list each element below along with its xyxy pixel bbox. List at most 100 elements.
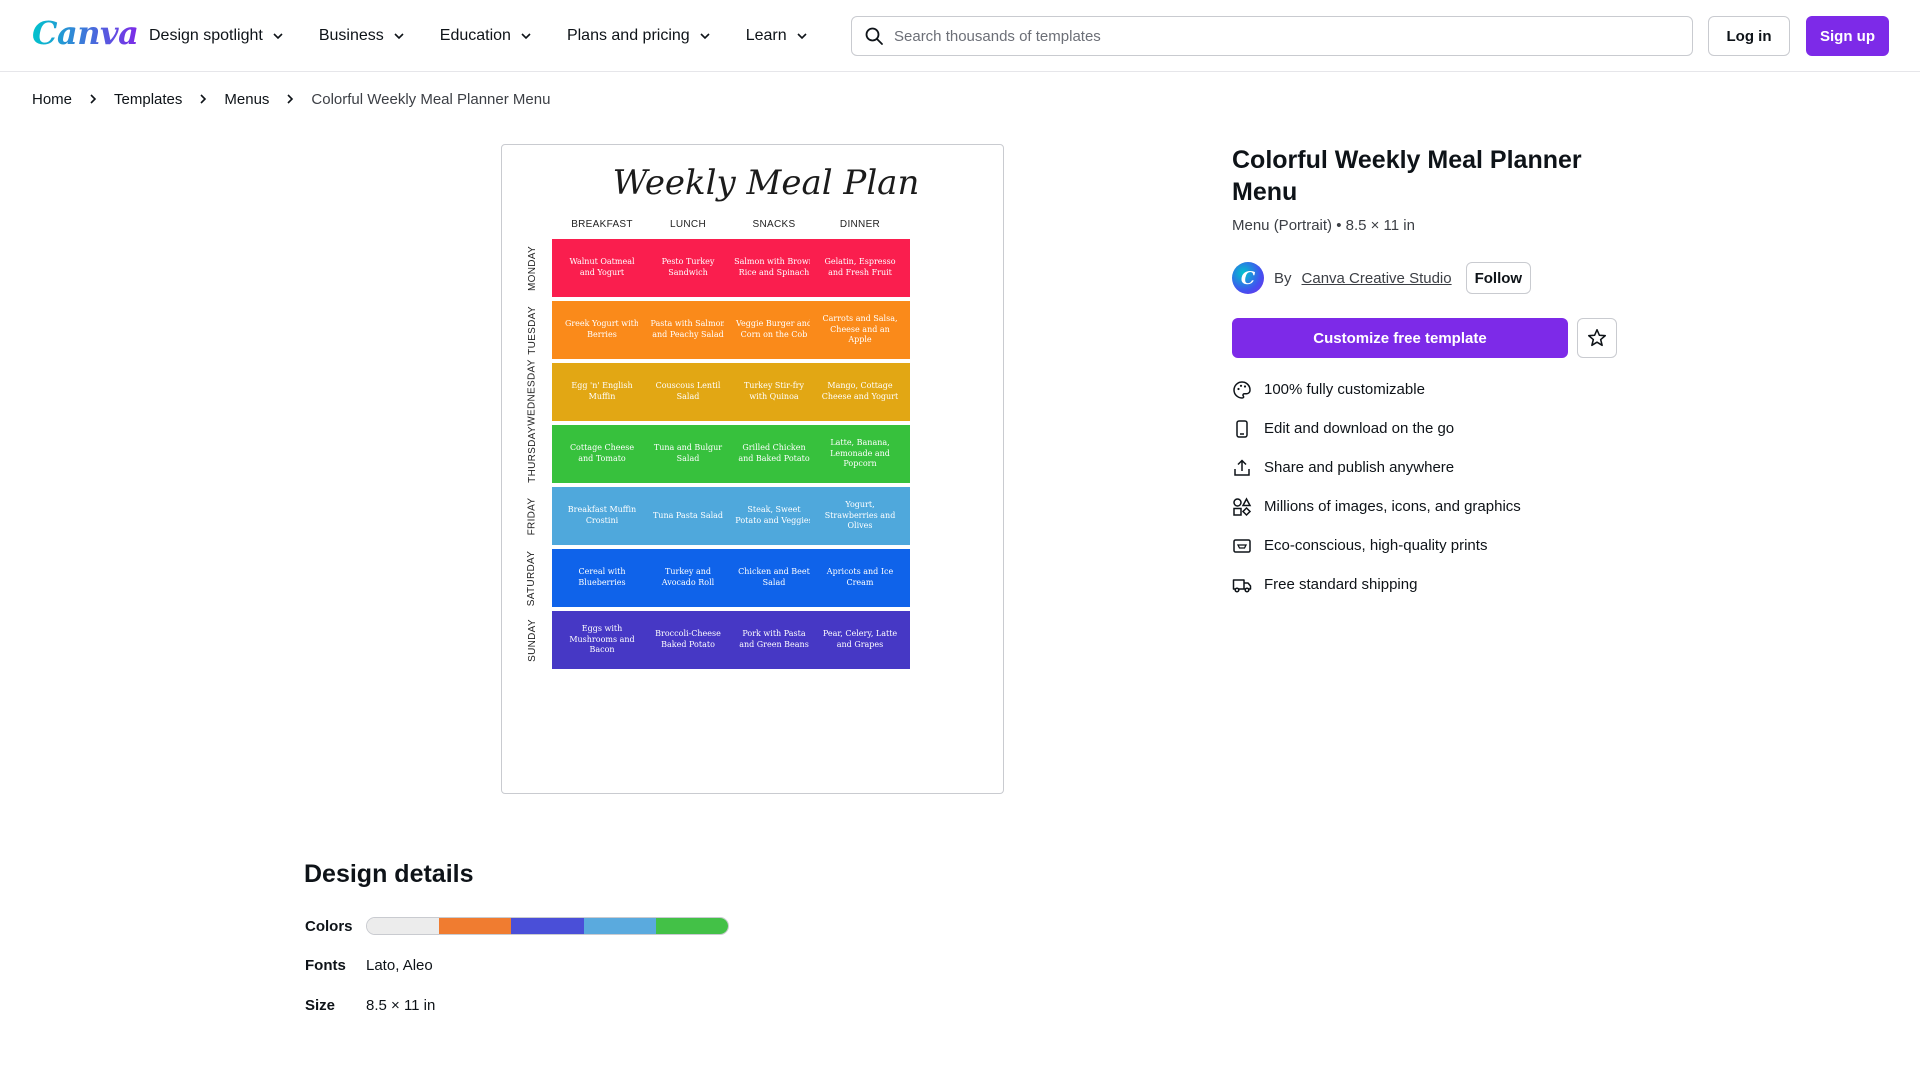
nav-design-spotlight[interactable]: Design spotlight — [149, 27, 285, 45]
meal-cell: Mango, Cottage Cheese and Yogurt — [810, 363, 910, 421]
meal-cell: Latte, Banana, Lemonade and Popcorn — [810, 425, 910, 483]
nav-label: Business — [318, 27, 384, 44]
nav-label: Plans and pricing — [566, 27, 690, 44]
meal-cell: Veggie Burger and Corn on the Cob — [724, 301, 824, 359]
color-swatch[interactable] — [583, 918, 656, 934]
customize-template-button[interactable]: Customize free template — [1232, 318, 1568, 358]
feature-item: Share and publish anywhere — [1232, 448, 1521, 487]
color-swatch[interactable] — [655, 918, 728, 934]
meal-cell: Cottage Cheese and Tomato — [552, 425, 652, 483]
canva-logo[interactable]: Canva — [32, 14, 139, 52]
column-header: DINNER — [839, 219, 881, 230]
author-row: C By Canva Creative Studio Follow — [1232, 262, 1532, 294]
day-label: FRIDAY — [520, 487, 544, 545]
signup-button[interactable]: Sign up — [1806, 16, 1889, 56]
design-details-title: Design details — [304, 860, 474, 888]
meal-cell: Gelatin, Espresso and Fresh Fruit — [810, 239, 910, 297]
color-swatch[interactable] — [439, 918, 512, 934]
color-swatch[interactable] — [367, 918, 440, 934]
search-bar[interactable] — [851, 16, 1693, 56]
favorite-button[interactable] — [1577, 318, 1617, 358]
chevron-down-icon — [273, 33, 283, 40]
design-details-fonts: Fonts Lato, Aleo — [305, 957, 433, 974]
breadcrumb-menus[interactable]: Menus — [224, 90, 270, 108]
feature-item: 100% fully customizable — [1232, 370, 1521, 409]
breadcrumb-templates[interactable]: Templates — [114, 90, 183, 108]
nav-education[interactable]: Education — [440, 27, 533, 45]
day-label: THURSDAY — [520, 425, 544, 483]
palette-icon — [1233, 380, 1251, 399]
design-details-size: Size 8.5 × 11 in — [305, 997, 435, 1014]
column-header: BREAKFAST — [571, 219, 633, 230]
feature-item: Eco-conscious, high-quality prints — [1232, 526, 1521, 565]
nav-learn[interactable]: Learn — [746, 27, 809, 45]
author-prefix: By — [1274, 269, 1292, 287]
meal-cell: Turkey and Avocado Roll — [638, 549, 738, 607]
mobile-icon — [1236, 419, 1248, 438]
follow-button[interactable]: Follow — [1465, 262, 1532, 294]
meal-cell: Carrots and Salsa, Cheese and an Apple — [810, 301, 910, 359]
meal-cell: Egg 'n' English Muffin — [552, 363, 652, 421]
main-nav: Design spotlight Business Education Plan… — [149, 0, 809, 72]
meal-cell: Chicken and Beet Salad — [724, 549, 824, 607]
template-meta: Menu (Portrait) • 8.5 × 11 in — [1232, 217, 1415, 234]
meal-cell: Apricots and Ice Cream — [810, 549, 910, 607]
chevron-right-icon — [90, 94, 97, 104]
meal-cell: Tuna and Bulgur Salad — [638, 425, 738, 483]
meal-cell: Tuna Pasta Salad — [638, 487, 738, 545]
day-label-text: SUNDAY — [526, 618, 538, 662]
color-swatches[interactable] — [366, 917, 729, 935]
meal-cell: Steak, Sweet Potato and Veggies — [724, 487, 824, 545]
feature-label: 100% fully customizable — [1264, 381, 1425, 398]
fonts-label: Fonts — [305, 957, 346, 974]
day-label-text: TUESDAY — [526, 305, 538, 355]
meal-cell: Breakfast Muffin Crostini — [552, 487, 652, 545]
feature-label: Share and publish anywhere — [1264, 459, 1455, 476]
nav-business[interactable]: Business — [319, 27, 406, 45]
color-swatch[interactable] — [511, 918, 584, 934]
chevron-down-icon — [394, 33, 404, 40]
top-header: Canva Design spotlight Business Educatio… — [0, 0, 1920, 72]
avatar[interactable]: C — [1232, 262, 1264, 294]
nav-plans-and-pricing[interactable]: Plans and pricing — [567, 27, 712, 45]
login-button[interactable]: Log in — [1708, 16, 1790, 56]
search-input[interactable] — [894, 27, 1654, 45]
feature-item: Edit and download on the go — [1232, 409, 1521, 448]
truck-icon — [1232, 578, 1252, 593]
colors-label: Colors — [305, 917, 353, 935]
breadcrumb: Home Templates Menus Colorful Weekly Mea… — [32, 88, 550, 110]
column-header: LUNCH — [670, 219, 706, 230]
breadcrumb-current: Colorful Weekly Meal Planner Menu — [311, 90, 551, 108]
template-title: Colorful Weekly Meal Planner Menu — [1232, 146, 1582, 206]
plan-title: Weekly Meal Plan — [612, 163, 920, 203]
star-icon — [1587, 328, 1607, 347]
day-label: SATURDAY — [520, 549, 544, 607]
day-label-text: WEDNESDAY — [526, 358, 538, 426]
meal-cell: Cereal with Blueberries — [552, 549, 652, 607]
share-icon — [1234, 458, 1250, 476]
day-label: SUNDAY — [520, 611, 544, 669]
day-label-text: MONDAY — [526, 245, 538, 291]
shapes-icon — [1233, 496, 1252, 516]
meal-cell: Yogurt, Strawberries and Olives — [810, 487, 910, 545]
breadcrumb-home[interactable]: Home — [32, 90, 73, 108]
day-label: TUESDAY — [520, 301, 544, 359]
nav-label: Learn — [745, 27, 787, 44]
meal-cell: Grilled Chicken and Baked Potato — [724, 425, 824, 483]
meal-cell: Walnut Oatmeal and Yogurt — [552, 239, 652, 297]
meal-cell: Pesto Turkey Sandwich — [638, 239, 738, 297]
author-link[interactable]: Canva Creative Studio — [1301, 269, 1452, 287]
meal-cell: Turkey Stir-fry with Quinoa — [724, 363, 824, 421]
meal-cell: Broccoli-Cheese Baked Potato — [638, 611, 738, 669]
meal-cell: Greek Yogurt with Berries — [552, 301, 652, 359]
feature-label: Edit and download on the go — [1264, 420, 1455, 437]
meal-cell: Pork with Pasta and Green Beans — [724, 611, 824, 669]
template-preview[interactable]: Weekly Meal Plan BREAKFAST LUNCH SNACKS DIN… — [501, 144, 1004, 794]
design-details-colors: Colors — [305, 917, 729, 935]
feature-label: Millions of images, icons, and graphics — [1264, 498, 1521, 515]
day-label-text: FRIDAY — [526, 497, 538, 535]
fonts-value: Lato, Aleo — [366, 957, 433, 974]
feature-label: Eco-conscious, high-quality prints — [1264, 537, 1488, 554]
day-label-text: SATURDAY — [526, 550, 538, 606]
day-label-text: THURSDAY — [526, 425, 538, 483]
